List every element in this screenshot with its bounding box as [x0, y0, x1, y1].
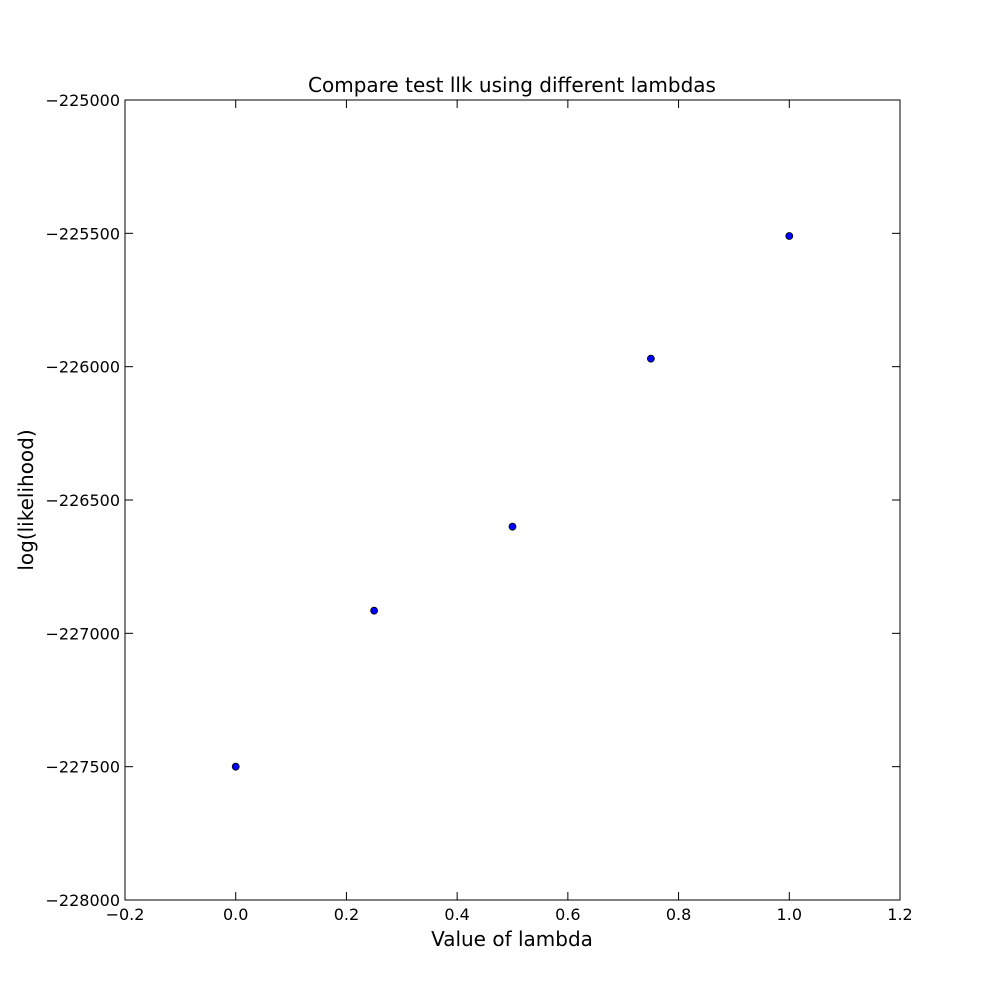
data-point-3 — [646, 354, 655, 363]
y-axis-label: log(likelihood) — [14, 429, 38, 570]
y-axis-ticks: −225000 −225500 −226000 −226500 −227000 −2275… — [46, 91, 900, 910]
y-tick-label: −227000 — [46, 624, 120, 643]
data-point-1 — [370, 606, 379, 615]
y-tick-label: −225000 — [46, 91, 120, 110]
x-tick-label: 0.0 — [223, 905, 248, 924]
data-point-0 — [231, 762, 240, 771]
y-tick-label: −226000 — [46, 358, 120, 377]
x-axis-ticks: −0.2 0.0 0.2 0.4 0.6 0.8 1.0 1.2 — [106, 100, 913, 924]
x-tick-label: 0.4 — [444, 905, 469, 924]
data-point-2 — [508, 522, 517, 531]
data-point-4 — [785, 232, 794, 240]
y-tick-label: −225500 — [46, 224, 120, 243]
x-axis-label: Value of lambda — [431, 927, 593, 951]
x-tick-label: −0.2 — [106, 905, 145, 924]
y-tick-label: −227500 — [46, 758, 120, 777]
data-points — [231, 232, 794, 771]
x-tick-label: 1.0 — [777, 905, 802, 924]
x-tick-label: 0.8 — [666, 905, 691, 924]
plot-area-frame — [124, 99, 901, 901]
chart-title: Compare test llk using different lambdas — [308, 73, 716, 97]
x-tick-label: 1.2 — [887, 905, 912, 924]
y-tick-label: −228000 — [46, 891, 120, 910]
x-tick-label: 0.2 — [334, 905, 359, 924]
x-tick-label: 0.6 — [555, 905, 580, 924]
y-tick-label: −226500 — [46, 491, 120, 510]
